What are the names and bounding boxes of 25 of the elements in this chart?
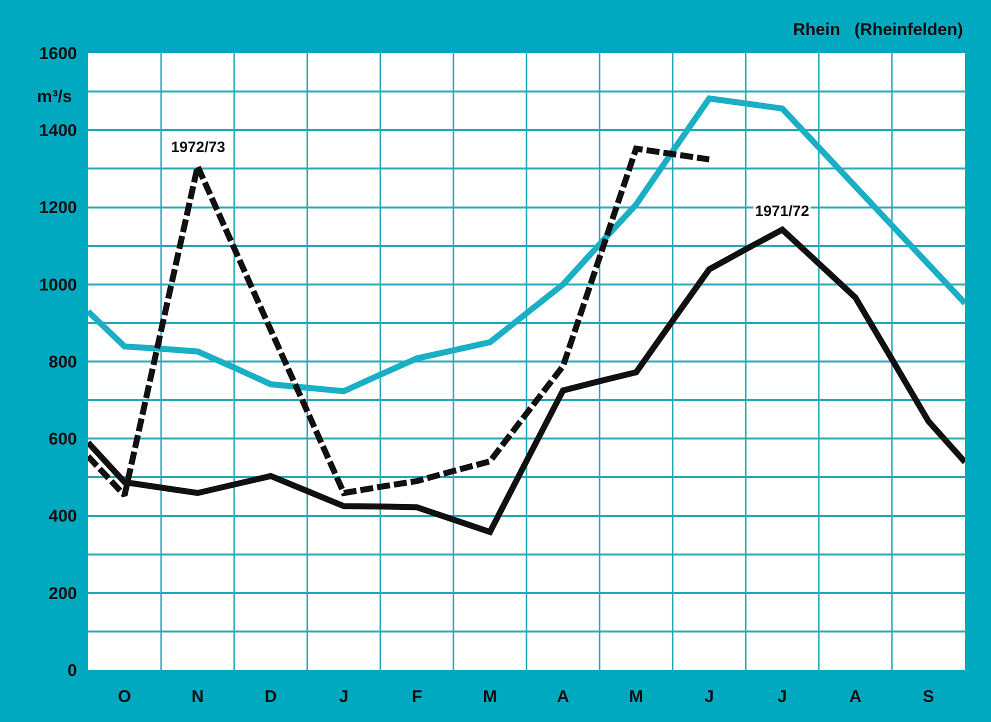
chart-title: Rhein (Rheinfelden) — [793, 20, 963, 39]
x-tick-label: S — [922, 687, 934, 706]
series-label: 1972/73 — [171, 139, 226, 156]
x-tick-label: J — [778, 687, 788, 706]
y-axis-title: m³/s — [37, 87, 72, 106]
y-tick-label: 200 — [48, 584, 77, 603]
y-tick-label: 800 — [48, 352, 77, 372]
x-tick-label: O — [118, 687, 132, 706]
y-tick-label: 1000 — [39, 275, 77, 294]
x-tick-label: J — [704, 687, 714, 706]
y-tick-label: 1600 — [39, 44, 77, 63]
y-tick-label: 1400 — [39, 121, 77, 140]
x-tick-label: A — [849, 687, 862, 706]
y-tick-label: 400 — [48, 506, 77, 526]
x-tick-label: F — [412, 687, 422, 706]
x-tick-label: J — [339, 687, 349, 706]
y-tick-label: 600 — [48, 430, 77, 449]
x-tick-label: D — [264, 687, 277, 706]
x-tick-label: M — [629, 687, 644, 706]
x-tick-label: M — [482, 687, 498, 706]
x-tick-label: A — [556, 687, 570, 706]
y-tick-label: 0 — [68, 660, 77, 680]
y-tick-label: 1200 — [39, 198, 77, 218]
x-tick-label: N — [191, 687, 204, 706]
series-label: 1971/72 — [755, 203, 810, 220]
